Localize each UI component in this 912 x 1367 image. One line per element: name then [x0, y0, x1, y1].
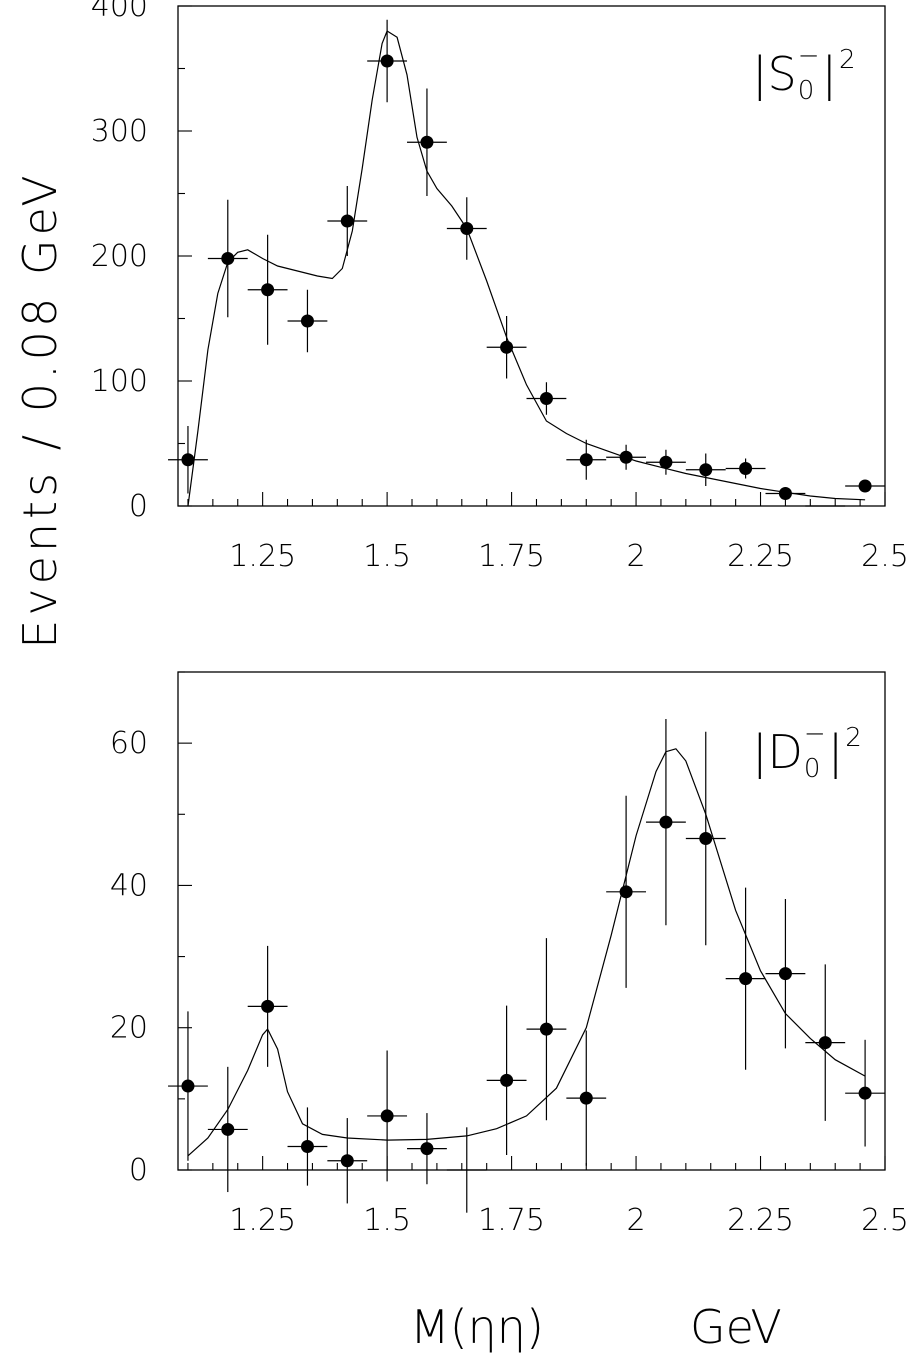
data-point	[818, 1036, 832, 1050]
data-point	[858, 1086, 872, 1100]
data-point	[619, 450, 633, 464]
x-tick-label: 1.5	[363, 1203, 411, 1238]
y-tick-label: 40	[110, 868, 148, 903]
data-point	[181, 453, 195, 467]
data-point	[579, 453, 593, 467]
data-point	[778, 487, 792, 500]
data-point	[659, 815, 673, 829]
data-point	[261, 999, 275, 1013]
y-tick-label: 200	[91, 239, 148, 274]
panel-label-base: |S	[752, 47, 797, 102]
data-point	[300, 314, 314, 328]
panel-label-subscript: 0	[798, 76, 815, 106]
data-point	[221, 1122, 235, 1136]
data-point	[181, 1079, 195, 1093]
x-tick-label: 1.25	[229, 539, 296, 574]
x-tick-label: 2	[627, 1203, 646, 1238]
x-tick-label: 2	[627, 539, 646, 574]
data-point	[380, 1109, 394, 1123]
data-point	[619, 885, 633, 899]
data-point	[500, 340, 514, 354]
data-point	[539, 392, 553, 405]
data-point	[340, 214, 354, 228]
plot-frame	[177, 671, 886, 1171]
data-point	[699, 463, 713, 477]
panel-label-bar: |	[822, 47, 838, 102]
data-point	[500, 1073, 514, 1087]
x-tick-label: 2.25	[727, 1203, 794, 1238]
data-point	[778, 967, 792, 981]
panel-label-bar: |	[828, 725, 844, 780]
data-point	[420, 1142, 434, 1156]
data-point	[739, 972, 753, 986]
data-point	[221, 252, 235, 265]
data-point	[380, 54, 394, 68]
panel-label-power: 2	[839, 45, 856, 75]
data-point	[539, 1022, 553, 1036]
panel-label-superscript: −	[804, 719, 826, 749]
data-point	[699, 831, 713, 845]
data-point	[579, 1091, 593, 1105]
data-point	[340, 1154, 354, 1168]
fit-curve	[187, 30, 866, 507]
x-axis-title-mass: M(ηη)	[410, 1300, 544, 1354]
data-point	[659, 455, 673, 469]
data-point	[300, 1140, 314, 1154]
panel-label-subscript: 0	[804, 754, 821, 784]
data-point	[858, 479, 872, 493]
y-tick-label: 100	[91, 364, 148, 399]
x-tick-label: 2.5	[861, 1203, 909, 1238]
y-tick-label: 300	[91, 114, 148, 149]
fit-curve	[187, 748, 866, 1157]
x-tick-label: 1.25	[229, 1203, 296, 1238]
x-axis-title-unit: GeV	[690, 1300, 782, 1354]
data-point	[261, 283, 275, 297]
panel-label-superscript: −	[798, 41, 820, 71]
y-tick-label: 60	[110, 726, 148, 761]
y-tick-label: 400	[91, 0, 148, 24]
x-tick-label: 2.5	[861, 539, 909, 574]
x-tick-label: 1.75	[478, 1203, 545, 1238]
data-point	[460, 222, 474, 235]
y-tick-label: 0	[129, 1153, 148, 1188]
x-tick-label: 2.25	[727, 539, 794, 574]
y-axis-title: Events / 0.08 GeV	[13, 171, 67, 649]
y-tick-label: 20	[110, 1011, 148, 1046]
y-tick-label: 0	[129, 489, 148, 524]
panel-label-base: |D	[752, 725, 803, 780]
x-tick-label: 1.5	[363, 539, 411, 574]
data-point	[420, 135, 434, 149]
data-point	[739, 462, 753, 475]
panel-label-power: 2	[845, 723, 862, 753]
x-tick-label: 1.75	[478, 539, 545, 574]
